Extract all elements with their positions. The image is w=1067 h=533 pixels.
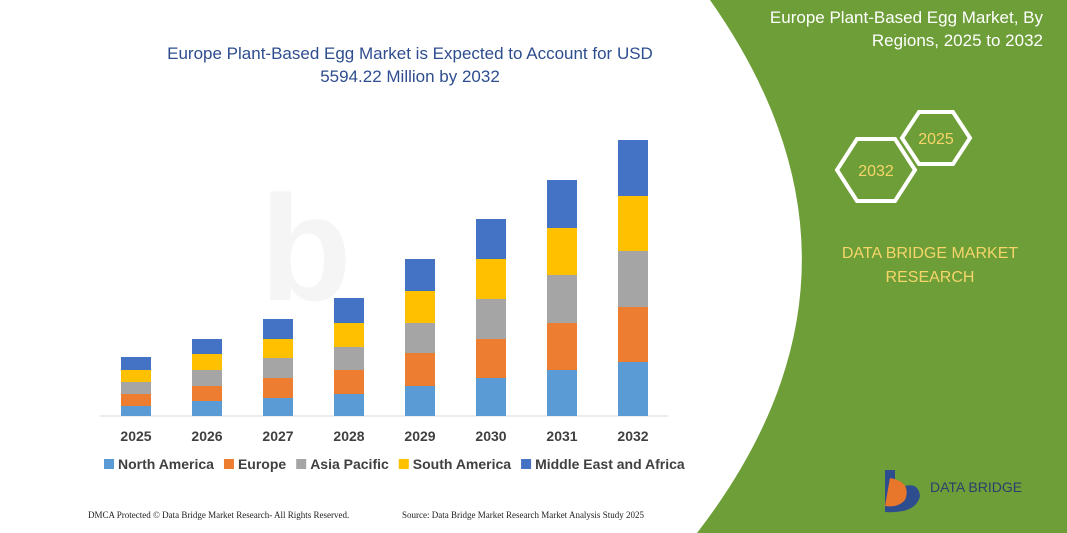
x-tick-label: 2031	[546, 428, 577, 444]
panel-title: Europe Plant-Based Egg Market, By	[770, 8, 1044, 27]
legend-label: North America	[118, 456, 214, 472]
footer-text: Source: Data Bridge Market Research Mark…	[402, 510, 644, 520]
x-tick-label: 2032	[617, 428, 648, 444]
bar-segment	[618, 362, 648, 416]
bar-segment	[263, 358, 293, 378]
x-tick-label: 2029	[404, 428, 435, 444]
bar-segment	[618, 307, 648, 362]
bar-segment	[334, 323, 364, 347]
bar-segment	[334, 347, 364, 370]
hex-label: 2032	[858, 163, 894, 180]
legend-swatch	[398, 459, 409, 469]
bar-segment	[121, 406, 151, 416]
bar-segment	[476, 219, 506, 259]
legend-swatch	[521, 459, 532, 469]
hex-label: 2025	[918, 131, 954, 148]
bar-segment	[334, 298, 364, 323]
bar-segment	[547, 275, 577, 323]
bar-segment	[618, 251, 648, 307]
bar-segment	[547, 323, 577, 370]
legend-label: Middle East and Africa	[535, 456, 685, 472]
side-panel	[697, 0, 1067, 533]
bar-segment	[192, 386, 222, 401]
bar-segment	[476, 259, 506, 299]
bar-segment	[405, 259, 435, 291]
legend-swatch	[104, 459, 114, 469]
bar-segment	[618, 196, 648, 251]
bar-segment	[334, 370, 364, 394]
bar-segment	[618, 140, 648, 196]
panel-title: Regions, 2025 to 2032	[872, 31, 1043, 50]
hexagon	[834, 137, 918, 203]
legend-label: Asia Pacific	[310, 456, 389, 472]
legend-label: South America	[413, 456, 511, 472]
bar-segment	[334, 394, 364, 416]
chart-title: 5594.22 Million by 2032	[320, 67, 500, 86]
bar-segment	[263, 378, 293, 398]
logo-text: DATA BRIDGE	[930, 479, 1022, 495]
x-tick-label: 2026	[191, 428, 222, 444]
bar-segment	[192, 354, 222, 370]
bar-segment	[263, 398, 293, 416]
bar-segment	[476, 339, 506, 378]
bar-segment	[121, 394, 151, 406]
bar-segment	[547, 180, 577, 228]
bar-segment	[263, 339, 293, 358]
legend-swatch	[223, 459, 234, 469]
bar-segment	[192, 401, 222, 416]
x-tick-label: 2025	[120, 428, 151, 444]
hexagon	[899, 110, 973, 166]
brand-text: RESEARCH	[886, 269, 975, 286]
bar-segment	[547, 228, 577, 275]
bar-segment	[405, 323, 435, 353]
bar-segment	[405, 386, 435, 416]
x-tick-label: 2030	[475, 428, 506, 444]
bar-segment	[121, 370, 151, 382]
brand-text: DATA BRIDGE MARKET	[842, 245, 1019, 262]
bar-segment	[263, 319, 293, 339]
bar-segment	[476, 378, 506, 416]
x-tick-label: 2028	[333, 428, 364, 444]
bar-segment	[547, 370, 577, 416]
footer-text: DMCA Protected © Data Bridge Market Rese…	[88, 510, 349, 520]
bar-segment	[121, 357, 151, 370]
bar-segment	[121, 382, 151, 394]
chart-title: Europe Plant-Based Egg Market is Expecte…	[167, 44, 653, 63]
bar-segment	[192, 339, 222, 354]
x-tick-label: 2027	[262, 428, 293, 444]
bar-segment	[405, 291, 435, 323]
bar-segment	[192, 370, 222, 386]
bar-segment	[405, 353, 435, 386]
bar-segment	[476, 299, 506, 339]
legend-swatch	[296, 459, 307, 469]
legend-label: Europe	[238, 456, 286, 472]
logo: DATA BRIDGE	[885, 470, 1022, 513]
